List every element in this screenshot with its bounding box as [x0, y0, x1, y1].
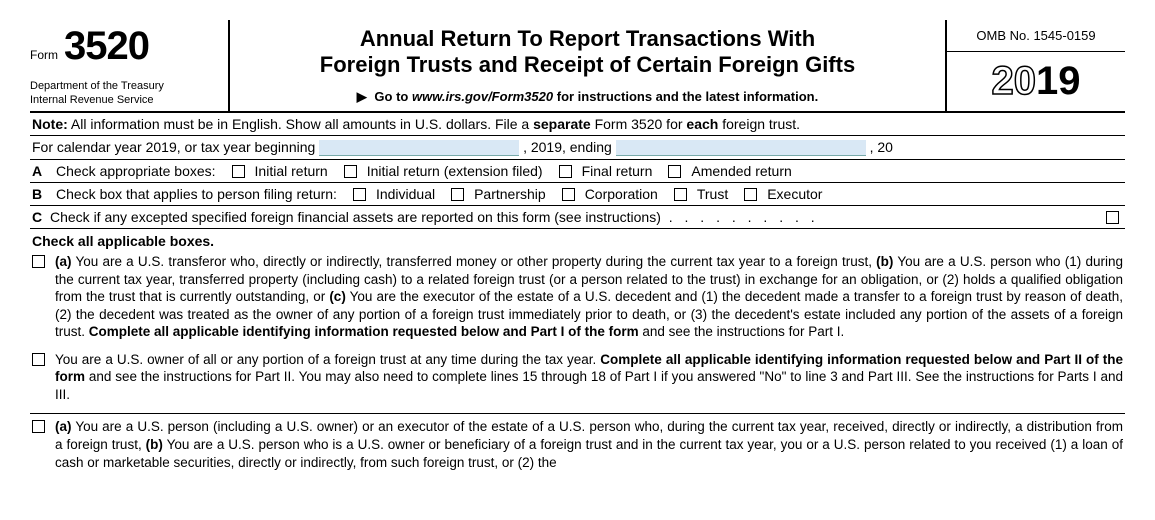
opt-amended-return: Amended return: [691, 163, 791, 179]
para-2-row: You are a U.S. owner of all or any porti…: [30, 349, 1125, 412]
form-title: Annual Return To Report Transactions Wit…: [240, 26, 935, 79]
dept-line1: Department of the Treasury: [30, 80, 164, 92]
p3-b-label: (b): [146, 437, 163, 452]
para-1-row: (a) You are a U.S. transferor who, direc…: [30, 251, 1125, 349]
row-c-text: Check if any excepted specified foreign …: [50, 209, 1106, 225]
p1-c-label: (c): [329, 289, 346, 304]
cal-mid: , 2019, ending: [523, 139, 612, 155]
note-row: Note: All information must be in English…: [30, 113, 1125, 136]
goto-prefix: Go to: [374, 89, 408, 104]
row-b-label: Check box that applies to person filing …: [56, 186, 337, 202]
p1-a-label: (a): [55, 254, 72, 269]
p3-b-text: You are a U.S. person who is a U.S. owne…: [55, 437, 1123, 470]
checkbox-para-1[interactable]: [32, 255, 45, 268]
note-a: All information must be in English. Show…: [68, 116, 533, 132]
para-2: You are a U.S. owner of all or any porti…: [55, 351, 1123, 404]
para-1: (a) You are a U.S. transferor who, direc…: [55, 253, 1123, 341]
form-word: Form: [30, 48, 58, 62]
p1-b-label: (b): [876, 254, 893, 269]
department-text: Department of the Treasury Internal Reve…: [30, 80, 220, 106]
opt-individual: Individual: [376, 186, 435, 202]
tax-year: 2019: [992, 59, 1081, 104]
checkbox-final-return[interactable]: [559, 165, 572, 178]
p1-tail: and see the instructions for Part I.: [639, 324, 845, 339]
checkbox-corporation[interactable]: [562, 188, 575, 201]
note-d: each: [686, 116, 718, 132]
row-a: A Check appropriate boxes: Initial retur…: [30, 160, 1125, 183]
tax-year-begin-input[interactable]: [319, 140, 519, 156]
checkbox-individual[interactable]: [353, 188, 366, 201]
row-c-main: Check if any excepted specified foreign …: [50, 209, 661, 225]
checkbox-para-3[interactable]: [32, 420, 45, 433]
calendar-row: For calendar year 2019, or tax year begi…: [30, 136, 1125, 160]
row-c: C Check if any excepted specified foreig…: [30, 206, 1125, 229]
year-box: 2019: [947, 52, 1125, 111]
cal-suffix: , 20: [870, 139, 893, 155]
opt-trust: Trust: [697, 186, 728, 202]
opt-corporation: Corporation: [585, 186, 658, 202]
para-3: (a) You are a U.S. person (including a U…: [55, 418, 1123, 471]
note-b: separate: [533, 116, 591, 132]
cal-prefix: For calendar year 2019, or tax year begi…: [32, 139, 315, 155]
year-prefix: 20: [992, 59, 1037, 103]
goto-url: www.irs.gov/Form3520: [412, 89, 553, 104]
header-right: OMB No. 1545-0159 2019: [945, 20, 1125, 111]
arrow-icon: ▶: [357, 89, 367, 105]
para-3-row: (a) You are a U.S. person (including a U…: [30, 416, 1125, 479]
opt-initial-return-ext: Initial return (extension filed): [367, 163, 543, 179]
checkbox-para-2[interactable]: [32, 353, 45, 366]
row-a-letter: A: [32, 163, 50, 179]
goto-line: ▶ Go to www.irs.gov/Form3520 for instruc…: [240, 89, 935, 105]
checkbox-initial-return[interactable]: [232, 165, 245, 178]
opt-executor: Executor: [767, 186, 822, 202]
row-c-letter: C: [32, 209, 50, 225]
p2-tail: and see the instructions for Part II. Yo…: [55, 369, 1123, 402]
p2-lead: You are a U.S. owner of all or any porti…: [55, 352, 600, 367]
note-label: Note:: [32, 116, 68, 132]
p1-bold-tail: Complete all applicable identifying info…: [89, 324, 639, 339]
form-header: Form 3520 Department of the Treasury Int…: [30, 20, 1125, 113]
checkbox-executor[interactable]: [744, 188, 757, 201]
opt-partnership: Partnership: [474, 186, 546, 202]
omb-number: OMB No. 1545-0159: [947, 20, 1125, 52]
form-number-row: Form 3520: [30, 24, 220, 69]
opt-initial-return: Initial return: [255, 163, 328, 179]
p3-a-label: (a): [55, 419, 72, 434]
goto-suffix: for instructions and the latest informat…: [557, 89, 818, 104]
note-e: foreign trust.: [718, 116, 800, 132]
note-c: Form 3520 for: [591, 116, 687, 132]
separator: [30, 413, 1125, 414]
checkbox-partnership[interactable]: [451, 188, 464, 201]
title-line1: Annual Return To Report Transactions Wit…: [360, 26, 815, 51]
checkbox-excepted-assets[interactable]: [1106, 211, 1119, 224]
checkbox-amended-return[interactable]: [668, 165, 681, 178]
header-left: Form 3520 Department of the Treasury Int…: [30, 20, 230, 111]
p1-a-text: You are a U.S. transferor who, directly …: [72, 254, 877, 269]
row-c-dots: . . . . . . . . . .: [665, 209, 823, 225]
tax-year-end-input[interactable]: [616, 140, 866, 156]
checkbox-trust[interactable]: [674, 188, 687, 201]
checkbox-initial-return-ext[interactable]: [344, 165, 357, 178]
form-number: 3520: [64, 24, 149, 69]
opt-final-return: Final return: [582, 163, 653, 179]
title-line2: Foreign Trusts and Receipt of Certain Fo…: [320, 52, 855, 77]
row-b: B Check box that applies to person filin…: [30, 183, 1125, 206]
header-center: Annual Return To Report Transactions Wit…: [230, 20, 945, 111]
row-b-letter: B: [32, 186, 50, 202]
row-a-label: Check appropriate boxes:: [56, 163, 216, 179]
check-all-header: Check all applicable boxes.: [30, 229, 1125, 251]
dept-line2: Internal Revenue Service: [30, 94, 154, 106]
year-suffix: 19: [1036, 59, 1081, 103]
